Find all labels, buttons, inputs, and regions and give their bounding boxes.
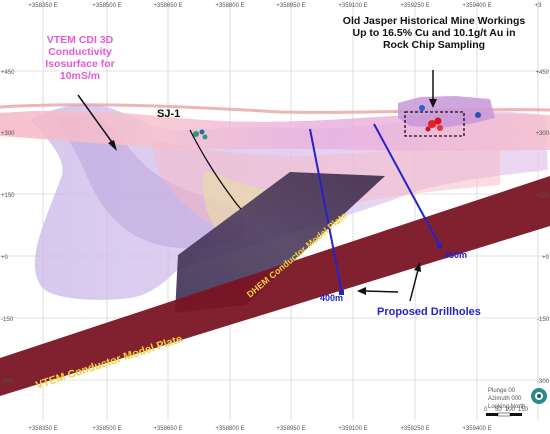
- svg-text:0: 0: [484, 407, 488, 413]
- left-elevation-labels: +450 +300 +150 +0 -150 -300: [1, 70, 15, 385]
- svg-text:+359400 E: +359400 E: [462, 426, 491, 432]
- svg-text:Looking North: Looking North: [488, 404, 525, 410]
- rock-chip-sample: [428, 120, 436, 128]
- old-jasper-annotation: Old Jasper Historical Mine Workings Up t…: [342, 15, 526, 52]
- sj1-samples: [193, 129, 208, 140]
- svg-text:+358650 E: +358650 E: [153, 3, 182, 9]
- svg-text:Azimuth 000: Azimuth 000: [488, 396, 522, 402]
- svg-text:100: 100: [505, 407, 516, 413]
- hole-350m-label: 350m: [444, 250, 468, 260]
- svg-text:Plunge 00: Plunge 00: [488, 388, 516, 394]
- svg-text:+150: +150: [1, 193, 15, 199]
- vtem-conductor-plate: [0, 176, 550, 396]
- svg-text:+358500 E: +358500 E: [92, 426, 121, 432]
- svg-text:+3: +3: [535, 3, 543, 9]
- svg-text:+358950 E: +358950 E: [276, 426, 305, 432]
- svg-text:+358350 E: +358350 E: [28, 426, 57, 432]
- dhem-conductor-plate: [175, 172, 385, 313]
- svg-text:+358950 E: +358950 E: [276, 3, 305, 9]
- compass-icon: [531, 388, 547, 404]
- proposed-drillholes: [309, 123, 442, 295]
- svg-text:+359100 E: +359100 E: [338, 3, 367, 9]
- top-easting-labels: +358350 E +358500 E +358650 E +358800 E …: [28, 3, 542, 9]
- rock-chip-sample: [475, 112, 481, 118]
- right-elevation-labels: +450 +300 +150 +0 -150 -300: [535, 70, 549, 385]
- proposed-drillholes-label: Proposed Drillholes: [377, 306, 481, 318]
- rock-chip-sample: [425, 126, 431, 132]
- svg-text:+359100 E: +359100 E: [338, 426, 367, 432]
- svg-text:+450: +450: [1, 70, 15, 76]
- drillhole-350m: [373, 123, 441, 247]
- svg-text:+359250 E: +359250 E: [400, 426, 429, 432]
- svg-text:+300: +300: [1, 131, 15, 137]
- svg-text:+358650 E: +358650 E: [153, 426, 182, 432]
- svg-text:50: 50: [495, 407, 502, 413]
- view-orientation: Plunge 00 Azimuth 000 Looking North: [488, 388, 525, 410]
- svg-text:+358350 E: +358350 E: [28, 3, 57, 9]
- sj1-label: SJ-1: [157, 108, 181, 120]
- svg-text:+358800 E: +358800 E: [215, 426, 244, 432]
- svg-text:-150: -150: [1, 317, 14, 323]
- mine-workings-box: [404, 111, 465, 137]
- rock-chip-sample: [434, 117, 442, 125]
- drillhole-400m: [309, 128, 343, 294]
- svg-text:+150: +150: [535, 193, 549, 199]
- bottom-easting-labels: +358350 E +358500 E +358650 E +358800 E …: [28, 426, 491, 432]
- rock-chip-sample: [419, 105, 425, 111]
- sj1-drill-trace: [189, 129, 242, 210]
- annotation-arrows: [77, 70, 437, 302]
- svg-text:+300: +300: [535, 131, 549, 137]
- svg-text:-150: -150: [537, 317, 550, 323]
- svg-text:+0: +0: [542, 255, 550, 261]
- scale-bar: 0 50 100 150: [484, 407, 529, 417]
- svg-text:+358800 E: +358800 E: [215, 3, 244, 9]
- svg-text:-300: -300: [1, 379, 14, 385]
- old-jasper-outcrop: [398, 96, 495, 137]
- svg-text:+359400 E: +359400 E: [462, 3, 491, 9]
- svg-text:+450: +450: [535, 70, 549, 76]
- svg-text:-300: -300: [537, 379, 550, 385]
- hole-400m-label: 400m: [320, 293, 344, 303]
- svg-text:+0: +0: [1, 255, 9, 261]
- svg-text:+359250 E: +359250 E: [400, 3, 429, 9]
- rock-chip-sample: [437, 125, 443, 131]
- svg-text:150: 150: [518, 407, 529, 413]
- vtem-cdi-annotation: VTEM CDI 3D Conductivity Isosurface for …: [45, 34, 115, 83]
- svg-text:+358500 E: +358500 E: [92, 3, 121, 9]
